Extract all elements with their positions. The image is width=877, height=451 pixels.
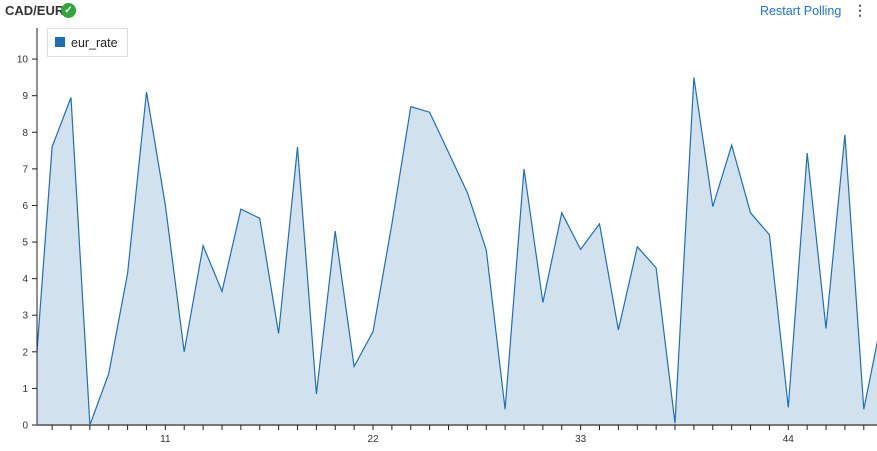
y-tick-label: 8 (22, 128, 28, 139)
y-tick-label: 2 (22, 347, 28, 358)
y-tick-label: 6 (22, 201, 28, 212)
y-tick-label: 9 (22, 91, 28, 102)
x-tick-label: 11 (160, 434, 171, 445)
legend: eur_rate (47, 28, 128, 57)
series-line-eur_rate (37, 77, 877, 426)
y-tick-label: 7 (22, 164, 28, 175)
y-tick-label: 3 (22, 311, 28, 322)
y-tick-label: 1 (22, 384, 28, 395)
restart-polling-button[interactable]: Restart Polling (760, 4, 842, 18)
x-tick-label: 44 (783, 434, 795, 445)
y-tick-label: 10 (17, 55, 29, 66)
legend-label: eur_rate (71, 36, 118, 50)
y-tick-label: 0 (22, 421, 28, 432)
x-tick-label: 33 (575, 434, 587, 445)
chart-title: CAD/EUR (5, 3, 65, 18)
y-tick-label: 4 (22, 274, 28, 285)
check-circle-icon: ✓ (61, 3, 76, 18)
area-fill (37, 77, 877, 425)
x-tick-label: 22 (367, 434, 379, 445)
legend-swatch (55, 37, 65, 47)
y-tick-label: 5 (22, 238, 28, 249)
